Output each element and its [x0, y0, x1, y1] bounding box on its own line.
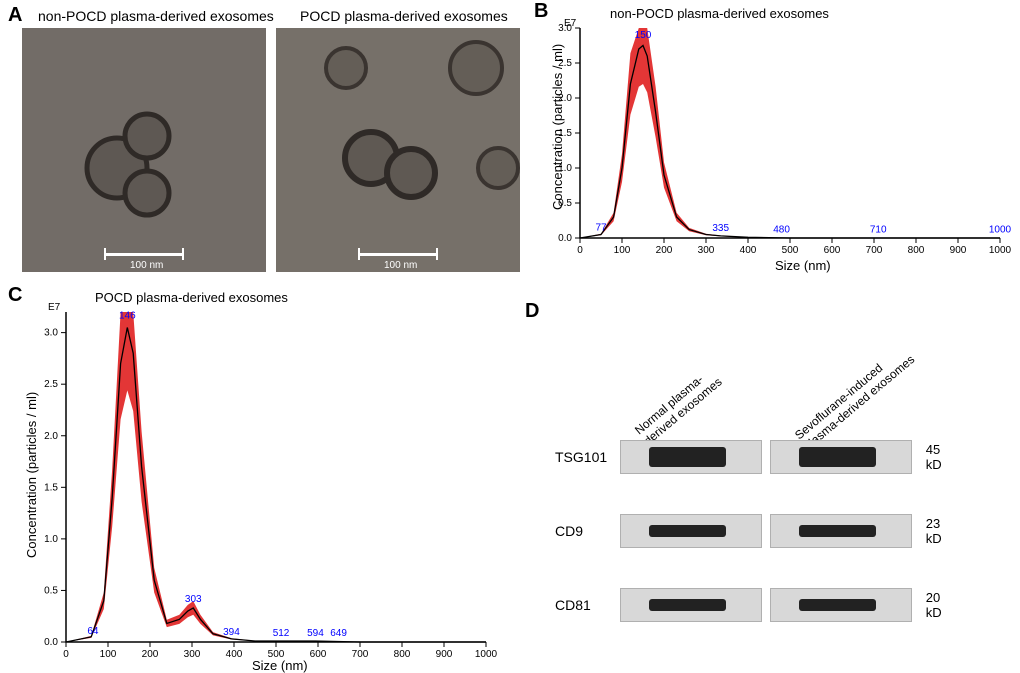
svg-text:100: 100: [100, 649, 117, 660]
svg-text:300: 300: [698, 245, 715, 256]
svg-text:700: 700: [352, 649, 369, 660]
svg-text:0: 0: [63, 649, 69, 660]
panel-label-d: D: [525, 300, 539, 323]
svg-text:3.0: 3.0: [558, 23, 572, 34]
svg-text:200: 200: [656, 245, 673, 256]
svg-text:649: 649: [330, 628, 347, 639]
chart-c-ylabel: Concentration (particles / ml): [24, 392, 39, 558]
svg-text:303: 303: [185, 594, 202, 605]
blot-band: [620, 440, 762, 474]
svg-text:1000: 1000: [989, 245, 1012, 256]
panel-b-title: non-POCD plasma-derived exosomes: [610, 6, 829, 21]
svg-text:100: 100: [614, 245, 631, 256]
svg-text:600: 600: [310, 649, 327, 660]
scalebar-text-right: 100 nm: [384, 260, 417, 271]
svg-text:900: 900: [950, 245, 967, 256]
svg-text:1.0: 1.0: [44, 534, 58, 545]
svg-text:146: 146: [119, 310, 136, 321]
svg-text:800: 800: [394, 649, 411, 660]
blot-name: CD81: [555, 597, 610, 613]
panel-c-title: POCD plasma-derived exosomes: [95, 290, 288, 305]
tem-svg-left: 100 nm: [22, 28, 266, 272]
svg-text:200: 200: [142, 649, 159, 660]
blot-col1-label: Normal plasma-derived exosomes: [632, 364, 725, 448]
svg-text:394: 394: [223, 627, 240, 638]
blot-name: CD9: [555, 523, 610, 539]
svg-text:512: 512: [273, 628, 290, 639]
svg-text:2.5: 2.5: [44, 379, 58, 390]
svg-text:900: 900: [436, 649, 453, 660]
chart-c: 010020030040050060070080090010000.00.51.…: [66, 312, 486, 642]
panel-label-a: A: [8, 4, 22, 27]
panel-a-left-title: non-POCD plasma-derived exosomes: [38, 8, 274, 24]
svg-text:64: 64: [87, 626, 99, 637]
blot-band: [770, 440, 912, 474]
panel-c-exp: E7: [48, 302, 60, 313]
svg-text:335: 335: [712, 223, 729, 234]
tem-svg-right: 100 nm: [276, 28, 520, 272]
svg-text:800: 800: [908, 245, 925, 256]
blot-size: 20 kD: [926, 590, 958, 620]
svg-text:77: 77: [595, 223, 607, 234]
panel-label-b: B: [534, 0, 548, 23]
svg-text:400: 400: [226, 649, 243, 660]
blot-name: TSG101: [555, 449, 610, 465]
svg-text:600: 600: [824, 245, 841, 256]
blot-row-cd81: CD81 20 kD: [555, 588, 958, 622]
blot-size: 45 kD: [926, 442, 958, 472]
blot-band: [620, 514, 762, 548]
svg-text:0.0: 0.0: [44, 637, 58, 648]
blot-band: [770, 588, 912, 622]
tem-image-left: 100 nm: [22, 28, 266, 272]
svg-text:2.0: 2.0: [44, 431, 58, 442]
chart-b: 010020030040050060070080090010000.00.51.…: [580, 28, 1000, 238]
svg-text:0.0: 0.0: [558, 233, 572, 244]
scalebar-text-left: 100 nm: [130, 260, 163, 271]
svg-text:710: 710: [870, 225, 887, 236]
blot-col2-label: Sevoflurane-inducedplasma-derived exosom…: [792, 342, 917, 453]
blot-size: 23 kD: [926, 516, 958, 546]
panel-label-c: C: [8, 284, 22, 307]
svg-text:0.5: 0.5: [44, 585, 58, 596]
svg-text:400: 400: [740, 245, 757, 256]
svg-text:150: 150: [635, 30, 652, 41]
blot-row-tsg101: TSG101 45 kD: [555, 440, 958, 474]
svg-text:700: 700: [866, 245, 883, 256]
svg-text:1000: 1000: [475, 649, 498, 660]
blot-band: [620, 588, 762, 622]
svg-text:300: 300: [184, 649, 201, 660]
panel-a-right-title: POCD plasma-derived exosomes: [300, 8, 508, 24]
svg-text:1.5: 1.5: [44, 482, 58, 493]
svg-text:480: 480: [773, 225, 790, 236]
tem-image-right: 100 nm: [276, 28, 520, 272]
blot-row-cd9: CD9 23 kD: [555, 514, 958, 548]
svg-text:500: 500: [782, 245, 799, 256]
chart-b-ylabel: Concentration (particles / ml): [550, 44, 565, 210]
svg-text:3.0: 3.0: [44, 328, 58, 339]
svg-text:1000: 1000: [989, 225, 1012, 236]
chart-c-xlabel: Size (nm): [252, 658, 308, 673]
svg-text:0: 0: [577, 245, 583, 256]
chart-b-xlabel: Size (nm): [775, 258, 831, 273]
blot-band: [770, 514, 912, 548]
svg-text:594: 594: [307, 628, 324, 639]
